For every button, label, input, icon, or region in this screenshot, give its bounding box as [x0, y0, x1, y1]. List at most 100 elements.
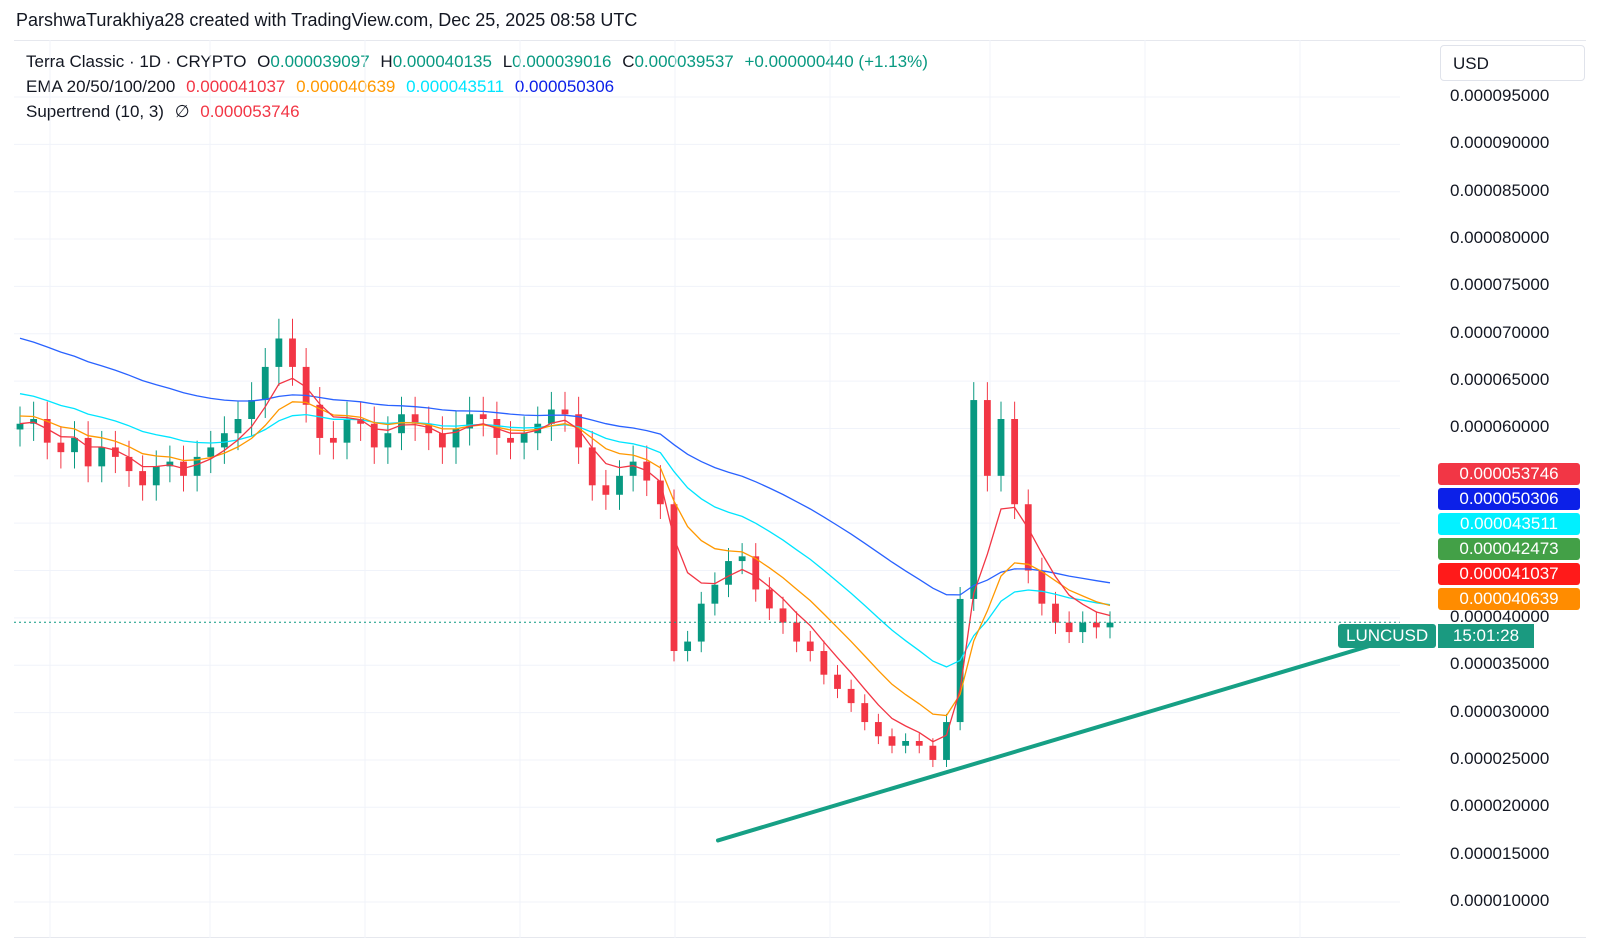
- candle-body: [820, 651, 828, 675]
- candle-body: [520, 433, 528, 443]
- close-label: C: [622, 52, 635, 71]
- candle-body: [779, 608, 787, 623]
- candle-body: [98, 447, 106, 467]
- open-value: 0.000039097: [270, 52, 370, 71]
- candle-body: [1092, 622, 1100, 628]
- frame-bottom: [14, 937, 1586, 938]
- candle-body: [220, 433, 228, 448]
- low-label: L: [502, 52, 513, 71]
- candle-body: [670, 504, 678, 652]
- ema-legend[interactable]: EMA 20/50/100/200 0.000041037 0.00004063…: [26, 77, 620, 97]
- y-tick-label: 0.000060000: [1450, 417, 1550, 437]
- candle-body: [438, 433, 446, 448]
- candle-body: [847, 688, 855, 704]
- ohlc-legend[interactable]: Terra Classic · 1D · CRYPTO O0.000039097…: [26, 52, 934, 72]
- candle-body: [479, 414, 487, 419]
- candle-body: [765, 589, 773, 609]
- candle-body: [166, 461, 174, 467]
- candle-body: [1065, 622, 1073, 633]
- candle-body: [997, 419, 1005, 476]
- candle-body: [289, 338, 296, 367]
- ema20-value: 0.000041037: [186, 77, 286, 96]
- candle-body: [466, 414, 474, 429]
- y-tick-label: 0.000020000: [1450, 796, 1550, 816]
- y-tick-label: 0.000085000: [1450, 180, 1550, 200]
- hidden-eye-icon[interactable]: ∅: [174, 102, 190, 121]
- candle-body: [752, 556, 760, 590]
- candle-body: [43, 419, 51, 443]
- candle-body: [738, 556, 746, 562]
- price-tag: 0.000053746: [1438, 463, 1580, 485]
- candle-body: [888, 736, 896, 746]
- candle-body: [302, 366, 310, 405]
- candle-body: [1024, 504, 1032, 571]
- candle-body: [943, 722, 950, 760]
- candle-body: [275, 338, 283, 367]
- candle-body: [248, 400, 256, 419]
- y-tick-label: 0.000075000: [1450, 275, 1550, 295]
- ema200-line: [19, 337, 1111, 596]
- candle-body: [343, 419, 351, 443]
- candle-body: [806, 641, 814, 652]
- change-value: +0.000000440 (+1.13%): [744, 52, 928, 71]
- supertrend-value: 0.000053746: [200, 102, 300, 121]
- ema20-line: [19, 377, 1111, 743]
- candle-body: [684, 641, 692, 652]
- candle-body: [793, 622, 801, 642]
- candle-body: [261, 366, 269, 401]
- y-tick-label: 0.000090000: [1450, 133, 1550, 153]
- candle-body: [602, 485, 610, 495]
- candle-body: [329, 437, 337, 443]
- candle-body: [929, 745, 937, 760]
- supertrend-legend[interactable]: Supertrend (10, 3) ∅ 0.000053746: [26, 102, 306, 122]
- symbol-label[interactable]: Terra Classic · 1D · CRYPTO: [26, 52, 247, 71]
- close-value: 0.000039537: [634, 52, 734, 71]
- candle-body: [57, 442, 65, 453]
- candle-body: [983, 400, 991, 476]
- frame-top: [14, 40, 1586, 41]
- candle-body: [152, 466, 160, 486]
- candle-body: [697, 603, 705, 642]
- ema100-value: 0.000043511: [406, 77, 505, 96]
- y-tick-label: 0.000010000: [1450, 891, 1550, 910]
- currency-selector[interactable]: USD: [1440, 45, 1585, 81]
- candle-body: [902, 741, 910, 746]
- candle-body: [874, 722, 882, 737]
- chart-credit: ParshwaTurakhiya28 created with TradingV…: [16, 10, 638, 30]
- ema200-value: 0.000050306: [514, 77, 615, 96]
- high-value: 0.000040135: [392, 52, 492, 71]
- candle-body: [370, 423, 378, 448]
- candle-body: [616, 475, 623, 495]
- candle-body: [656, 480, 664, 505]
- candle-body: [915, 741, 923, 746]
- y-tick-label: 0.000080000: [1450, 228, 1550, 248]
- candle-body: [588, 447, 596, 486]
- candle-body: [725, 561, 732, 585]
- candle-body: [452, 428, 460, 448]
- y-tick-label: 0.000065000: [1450, 370, 1550, 390]
- candle-body: [139, 471, 147, 486]
- candle-body: [398, 414, 405, 434]
- y-tick-label: 0.000025000: [1450, 748, 1550, 768]
- candle-body: [16, 423, 24, 430]
- candle-body: [547, 409, 555, 424]
- low-value: 0.000039016: [512, 52, 612, 71]
- open-label: O: [257, 52, 271, 71]
- candle-body: [711, 584, 719, 604]
- candle-body: [507, 437, 514, 443]
- price-tag: 0.000041037: [1438, 563, 1580, 585]
- price-tag: 0.000050306: [1438, 488, 1580, 510]
- supertrend-label[interactable]: Supertrend (10, 3): [26, 102, 164, 121]
- price-tag: 0.000043511: [1438, 513, 1580, 535]
- countdown-timer: 15:01:28: [1438, 624, 1534, 648]
- ema-label[interactable]: EMA 20/50/100/200: [26, 77, 176, 96]
- candle-body: [1011, 419, 1019, 505]
- candle-body: [234, 419, 242, 434]
- ema100-line: [19, 393, 1111, 668]
- candle-body: [1106, 622, 1114, 628]
- y-tick-label: 0.000015000: [1450, 843, 1550, 863]
- high-label: H: [380, 52, 393, 71]
- candle-body: [357, 419, 365, 424]
- candle-body: [71, 437, 78, 453]
